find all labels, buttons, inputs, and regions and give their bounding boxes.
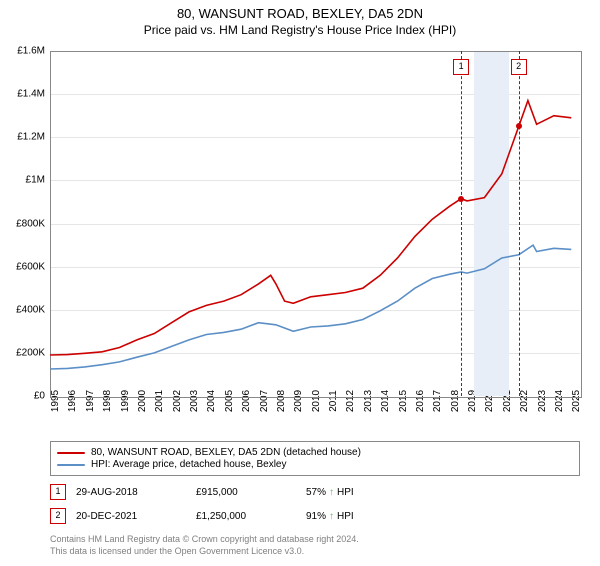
y-tick-label: £200K [5,347,45,358]
chart-sale-badge: 2 [511,59,527,75]
y-tick-label: £600K [5,261,45,272]
sale-price: £1,250,000 [196,511,306,522]
chart-plot-area [50,51,582,398]
legend-swatch [57,464,85,466]
sale-price: £915,000 [196,487,306,498]
footer-line1: Contains HM Land Registry data © Crown c… [50,533,359,545]
legend-swatch [57,452,85,454]
footer: Contains HM Land Registry data © Crown c… [50,533,359,557]
y-tick-label: £800K [5,218,45,229]
y-tick-label: £1.4M [5,89,45,100]
page-title: 80, WANSUNT ROAD, BEXLEY, DA5 2DN [0,6,600,21]
legend-box: 80, WANSUNT ROAD, BEXLEY, DA5 2DN (detac… [50,441,580,476]
sale-date: 29-AUG-2018 [76,487,196,498]
y-tick-label: £1.2M [5,132,45,143]
y-tick-label: £1.6M [5,46,45,57]
y-tick-label: £400K [5,304,45,315]
legend-item-hpi: HPI: Average price, detached house, Bexl… [57,459,573,470]
footer-line2: This data is licensed under the Open Gov… [50,545,359,557]
y-tick-label: £1M [5,175,45,186]
chart-container: { "title_line1": "80, WANSUNT ROAD, BEXL… [0,6,600,566]
legend-label: 80, WANSUNT ROAD, BEXLEY, DA5 2DN (detac… [91,447,361,458]
sale-row-2: 2 20-DEC-2021 £1,250,000 91% ↑ HPI [50,508,580,524]
sale-hpi-label: HPI [337,487,354,498]
sale-row-1: 1 29-AUG-2018 £915,000 57% ↑ HPI [50,484,580,500]
sale-date: 20-DEC-2021 [76,511,196,522]
up-arrow-icon: ↑ [329,511,334,522]
y-tick-label: £0 [5,391,45,402]
chart-sale-badge: 1 [453,59,469,75]
legend-item-property: 80, WANSUNT ROAD, BEXLEY, DA5 2DN (detac… [57,447,573,458]
page-subtitle: Price paid vs. HM Land Registry's House … [0,23,600,37]
up-arrow-icon: ↑ [329,487,334,498]
sale-hpi-pct: 57% [306,487,326,498]
sale-hpi: 57% ↑ HPI [306,487,354,498]
legend-label: HPI: Average price, detached house, Bexl… [91,459,287,470]
sale-marker-badge: 1 [50,484,66,500]
sale-hpi-pct: 91% [306,511,326,522]
sale-hpi-label: HPI [337,511,354,522]
sale-hpi: 91% ↑ HPI [306,511,354,522]
sale-marker-badge: 2 [50,508,66,524]
